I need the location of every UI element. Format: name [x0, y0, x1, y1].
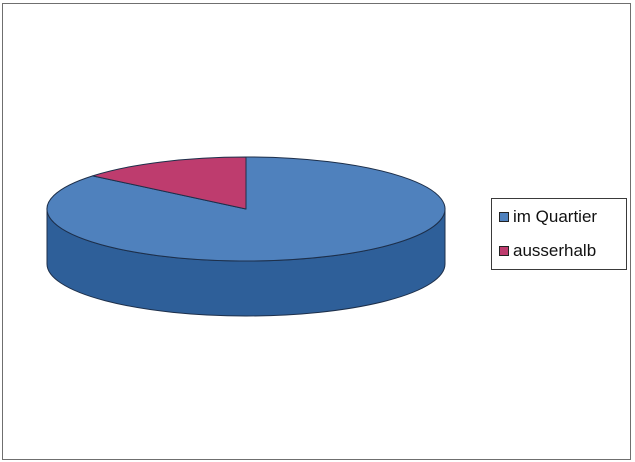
legend-item-im-quartier: im Quartier	[499, 207, 597, 227]
pie-slice-im-quartier	[46, 156, 446, 262]
chart-legend: im Quartier ausserhalb	[491, 198, 627, 270]
legend-swatch-ausserhalb	[499, 246, 509, 256]
pie-top	[46, 156, 446, 262]
legend-item-ausserhalb: ausserhalb	[499, 241, 596, 261]
pie-slice-ausserhalb	[92, 156, 247, 210]
legend-swatch-im-quartier	[499, 212, 509, 222]
legend-label-ausserhalb: ausserhalb	[513, 241, 597, 260]
legend-label-im-quartier: im Quartier	[513, 207, 598, 226]
